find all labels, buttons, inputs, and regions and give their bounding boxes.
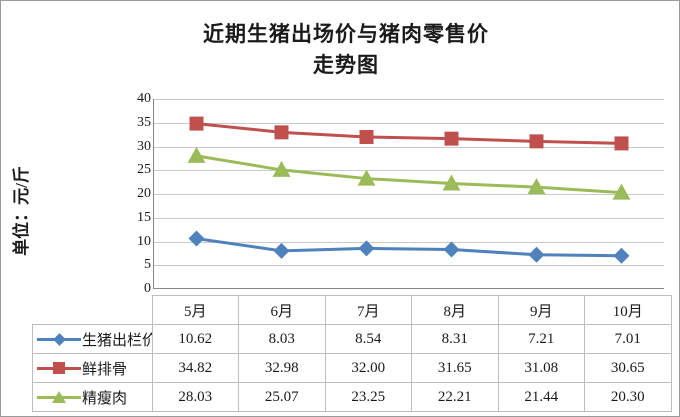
y-tick-label: 20	[137, 186, 151, 201]
data-point-marker	[188, 230, 205, 247]
plot-area	[153, 99, 664, 289]
data-table-body: 5月 6月 7月 8月 9月 10月 生猪出栏价 10.62 8.03 8.54 8.31 7.21 7…	[32, 295, 672, 412]
table-header-row: 5月 6月 7月 8月 9月 10月	[32, 295, 672, 325]
y-axis-title: 单位：元/斤	[12, 166, 31, 256]
data-cell: 10.62	[151, 324, 239, 354]
gridline	[154, 170, 664, 172]
data-cell: 32.98	[238, 353, 326, 383]
y-tick-label: 0	[144, 281, 151, 296]
gridline	[154, 146, 664, 148]
data-point-marker	[528, 246, 545, 263]
series-2	[189, 116, 629, 151]
table-row: 精瘦肉 28.03 25.07 23.25 22.21 21.44 20.30	[32, 382, 672, 412]
data-point-marker	[357, 169, 376, 186]
legend-symbol-square-icon	[53, 362, 65, 374]
legend-symbol-diamond-icon	[53, 332, 66, 346]
series-3	[187, 146, 631, 200]
y-tick-label: 5	[144, 257, 151, 273]
data-point-marker	[273, 242, 290, 259]
legend-entry-inner: 生猪出栏价	[37, 329, 152, 350]
legend-entry-1[interactable]: 生猪出栏价	[32, 324, 153, 354]
data-cell: 23.25	[324, 382, 412, 412]
legend-entry-3[interactable]: 精瘦肉	[32, 382, 153, 412]
table-row: 生猪出栏价 10.62 8.03 8.54 8.31 7.21 7.01	[32, 324, 672, 354]
data-cell: 34.82	[151, 353, 239, 383]
data-cell: 22.21	[411, 382, 499, 412]
table-corner-cell	[32, 295, 153, 325]
legend-marker-diamond-icon	[37, 331, 81, 347]
data-point-marker	[359, 130, 374, 144]
data-cell: 7.01	[584, 324, 672, 354]
data-cell: 31.65	[411, 353, 499, 383]
legend-label: 鲜排骨	[82, 361, 128, 378]
data-cell: 8.31	[411, 324, 499, 354]
y-tick-label: 25	[137, 162, 151, 178]
legend-label: 生猪出栏价	[82, 332, 152, 349]
data-point-marker	[444, 131, 459, 146]
gridline	[154, 265, 664, 267]
gridline	[154, 217, 664, 219]
gridline	[154, 122, 664, 124]
column-header-6: 10月	[584, 295, 672, 325]
gridline	[154, 288, 664, 289]
data-point-marker	[529, 134, 544, 149]
y-tick-label: 15	[137, 209, 151, 225]
data-point-marker	[443, 241, 460, 258]
y-tick-label: 35	[137, 114, 151, 130]
table-row: 鲜排骨 34.82 32.98 32.00 31.65 31.08 30.65	[32, 353, 672, 383]
column-header-4: 8月	[411, 295, 499, 325]
y-tick-label: 40	[137, 91, 151, 106]
chart-title-line-2: 走势图	[313, 53, 379, 77]
legend-marker-triangle-icon	[37, 389, 81, 405]
data-cell: 8.03	[238, 324, 326, 354]
legend-entry-inner: 鲜排骨	[37, 358, 151, 379]
series-1	[188, 230, 630, 264]
data-point-marker	[612, 183, 631, 200]
y-axis-tick-labels: 40 35 30 25 20 15 10 5 0	[119, 91, 151, 296]
column-header-2: 6月	[238, 295, 326, 325]
data-cell: 7.21	[497, 324, 585, 354]
legend-label: 精瘦肉	[82, 390, 128, 407]
data-point-marker	[189, 116, 204, 131]
data-cell: 30.65	[584, 353, 672, 383]
series-layer	[187, 116, 631, 264]
legend-entry-2[interactable]: 鲜排骨	[32, 353, 153, 383]
column-header-5: 9月	[497, 295, 585, 325]
data-cell: 25.07	[238, 382, 326, 412]
data-cell: 8.54	[324, 324, 412, 354]
data-cell: 31.08	[497, 353, 585, 383]
legend-entry-inner: 精瘦肉	[37, 387, 151, 408]
plot-wrapper: 40 35 30 25 20 15 10 5 0	[119, 91, 664, 299]
data-cell: 28.03	[151, 382, 239, 412]
data-cell: 21.44	[497, 382, 585, 412]
y-tick-label: 30	[137, 138, 151, 154]
data-point-marker	[272, 160, 291, 177]
column-header-1: 5月	[151, 295, 239, 325]
column-header-3: 7月	[324, 295, 412, 325]
series-line	[196, 237, 622, 258]
series-line	[196, 154, 622, 195]
data-cell: 20.30	[584, 382, 672, 412]
y-tick-label: 10	[137, 233, 151, 249]
data-point-marker	[614, 136, 629, 151]
data-point-marker	[527, 178, 546, 195]
data-cell: 32.00	[324, 353, 412, 383]
data-point-marker	[613, 247, 630, 264]
gridline	[154, 241, 664, 243]
chart-title: 近期生猪出场价与猪肉零售价 走势图	[111, 19, 581, 81]
legend-marker-square-icon	[37, 360, 81, 376]
gridline	[154, 99, 664, 100]
legend-symbol-triangle-icon	[52, 391, 66, 403]
gridline	[154, 194, 664, 195]
data-point-marker	[358, 240, 375, 257]
chart-title-line-1: 近期生猪出场价与猪肉零售价	[203, 22, 489, 46]
series-line	[196, 122, 622, 145]
data-point-marker	[442, 174, 461, 191]
data-table: 5月 6月 7月 8月 9月 10月 生猪出栏价 10.62 8.03 8.54 8.31 7.21 7…	[32, 295, 672, 412]
data-point-marker	[187, 146, 206, 163]
data-point-marker	[274, 125, 289, 140]
